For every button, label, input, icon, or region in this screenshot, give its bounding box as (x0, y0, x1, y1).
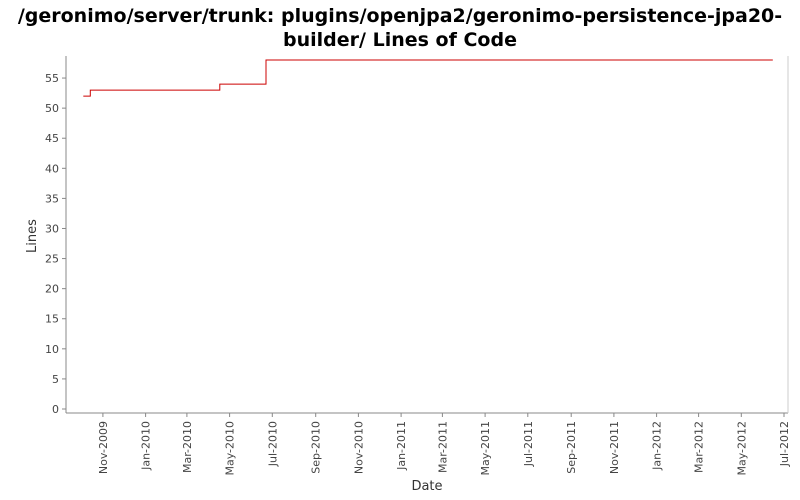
y-tick-label: 35 (45, 192, 59, 205)
y-tick-label: 0 (52, 403, 59, 416)
y-tick-label: 15 (45, 313, 59, 326)
x-tick-label: Nov-2010 (352, 421, 365, 474)
y-tick-label: 30 (45, 222, 59, 235)
y-axis-label: Lines (25, 219, 40, 253)
x-tick-label: May-2010 (224, 421, 237, 476)
x-tick-label: Nov-2011 (608, 421, 621, 474)
y-tick-label: 20 (45, 283, 59, 296)
chart-title-line-2: builder/ Lines of Code (283, 29, 517, 51)
x-axis-label: Date (411, 479, 442, 494)
y-axis: 0 5 10 15 20 25 30 35 40 45 50 55 (45, 72, 66, 416)
y-tick-label: 55 (45, 72, 59, 85)
y-tick-label: 40 (45, 162, 59, 175)
y-tick-label: 10 (45, 343, 59, 356)
x-axis: Nov-2009 Jan-2010 Mar-2010 May-2010 Jul-2010… (97, 413, 791, 476)
y-tick-label: 45 (45, 132, 59, 145)
plot-area (66, 56, 788, 413)
series-line (83, 59, 773, 97)
x-tick-label: Jan-2012 (651, 421, 664, 471)
x-tick-label: Mar-2012 (693, 421, 706, 473)
plot-frame (65, 56, 789, 414)
y-tick-label: 5 (52, 373, 59, 386)
x-tick-label: Sep-2011 (565, 421, 578, 474)
x-tick-label: Mar-2011 (436, 421, 449, 473)
x-tick-label: Sep-2010 (310, 421, 323, 474)
x-tick-label: May-2011 (479, 421, 492, 476)
x-tick-label: Jul-2010 (266, 421, 279, 467)
x-tick-label: Jan-2011 (395, 421, 408, 471)
y-tick-label: 25 (45, 253, 59, 266)
series-layer (83, 59, 773, 97)
chart-title-line-1: /geronimo/server/trunk: plugins/openjpa2… (17, 5, 783, 27)
x-tick-label: Jul-2012 (778, 421, 791, 467)
x-tick-label: Mar-2010 (181, 421, 194, 473)
y-tick-label: 50 (45, 102, 59, 115)
chart-title: /geronimo/server/trunk: plugins/openjpa2… (0, 4, 800, 52)
x-tick-label: Jan-2010 (140, 421, 153, 471)
x-tick-label: Nov-2009 (97, 421, 110, 474)
x-tick-label: May-2012 (735, 421, 748, 476)
x-tick-label: Jul-2011 (522, 421, 535, 467)
